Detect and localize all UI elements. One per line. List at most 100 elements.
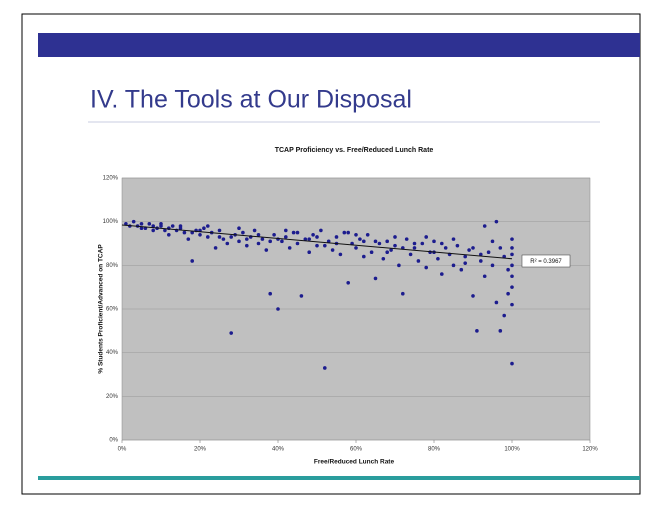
trendline <box>121 224 513 260</box>
point <box>241 230 245 235</box>
point <box>455 243 460 248</box>
point <box>385 239 390 244</box>
x-tick-label: 0% <box>118 447 127 453</box>
point <box>432 239 436 244</box>
point <box>178 224 183 228</box>
point <box>471 246 475 250</box>
point <box>408 252 413 257</box>
y-tick-label: 120% <box>103 176 119 182</box>
point <box>385 250 390 255</box>
point <box>307 250 312 255</box>
point <box>295 241 300 246</box>
point <box>245 243 249 248</box>
x-tick-label: 120% <box>582 447 598 453</box>
point <box>389 248 393 252</box>
point <box>346 230 351 235</box>
point <box>206 235 210 239</box>
point <box>475 329 479 333</box>
point <box>163 228 167 233</box>
point <box>498 329 503 333</box>
point <box>229 331 233 335</box>
point <box>268 291 273 296</box>
point <box>471 294 475 298</box>
point <box>151 228 155 233</box>
x-tick-label: 100% <box>504 447 520 453</box>
y-axis-label: % Students Proficient/Advanced on TCAP <box>98 244 105 374</box>
point <box>264 248 269 252</box>
point <box>459 267 464 272</box>
y-tick-label: 40% <box>106 350 119 356</box>
point <box>151 224 155 228</box>
point <box>237 226 241 231</box>
y-tick-label: 0% <box>109 438 118 444</box>
point <box>510 274 514 279</box>
x-tick-label: 80% <box>428 447 441 453</box>
point <box>451 263 456 268</box>
point <box>479 259 483 263</box>
point <box>342 230 347 235</box>
point <box>494 219 499 224</box>
point <box>311 232 315 237</box>
point <box>213 246 218 250</box>
point <box>291 230 296 235</box>
point <box>323 243 327 248</box>
point <box>510 361 514 366</box>
point <box>412 241 417 246</box>
point <box>170 224 175 228</box>
point <box>440 272 444 276</box>
point <box>486 250 491 255</box>
y-tick-label: 80% <box>106 263 119 269</box>
point <box>502 313 507 318</box>
point <box>506 291 510 296</box>
annotation: R² = 0.3967 <box>530 259 562 265</box>
point <box>280 239 284 244</box>
point <box>393 243 397 248</box>
point <box>369 250 374 255</box>
point <box>346 281 351 285</box>
point <box>510 252 514 257</box>
point <box>354 232 358 237</box>
point <box>451 237 456 241</box>
point <box>510 285 514 289</box>
x-tick-label: 20% <box>194 447 207 453</box>
point <box>326 239 331 244</box>
point <box>221 237 226 241</box>
point <box>334 235 339 239</box>
point <box>190 259 194 263</box>
point <box>202 226 206 231</box>
point <box>284 228 288 233</box>
point <box>490 263 495 268</box>
point <box>315 243 319 248</box>
point <box>319 228 323 233</box>
point <box>393 235 397 239</box>
point <box>225 241 230 246</box>
point <box>490 239 495 244</box>
point <box>167 232 171 237</box>
point <box>190 230 194 235</box>
point <box>365 232 370 237</box>
point <box>420 241 425 246</box>
point <box>299 294 304 298</box>
point <box>147 222 152 226</box>
point <box>494 300 499 305</box>
point <box>354 246 358 250</box>
x-axis-label: Free/Reduced Lunch Rate <box>314 459 395 466</box>
point <box>373 276 378 281</box>
point <box>139 222 144 226</box>
point <box>479 252 483 257</box>
point <box>440 241 444 246</box>
point <box>260 237 265 241</box>
point <box>131 219 136 224</box>
point <box>482 224 487 228</box>
plot: 0% 20% 40% 60% 80% 100% 120% 0% 20% 40% 60% 80% 100%… <box>103 176 599 453</box>
point <box>159 222 163 226</box>
point <box>510 246 514 250</box>
y-tick-label: 20% <box>106 394 119 400</box>
point <box>362 239 366 244</box>
footer-bar <box>38 476 640 480</box>
point <box>436 256 440 261</box>
chart-title: TCAP Proficiency vs. Free/Reduced Lunch … <box>275 147 434 154</box>
point <box>373 239 378 244</box>
point <box>463 261 468 265</box>
